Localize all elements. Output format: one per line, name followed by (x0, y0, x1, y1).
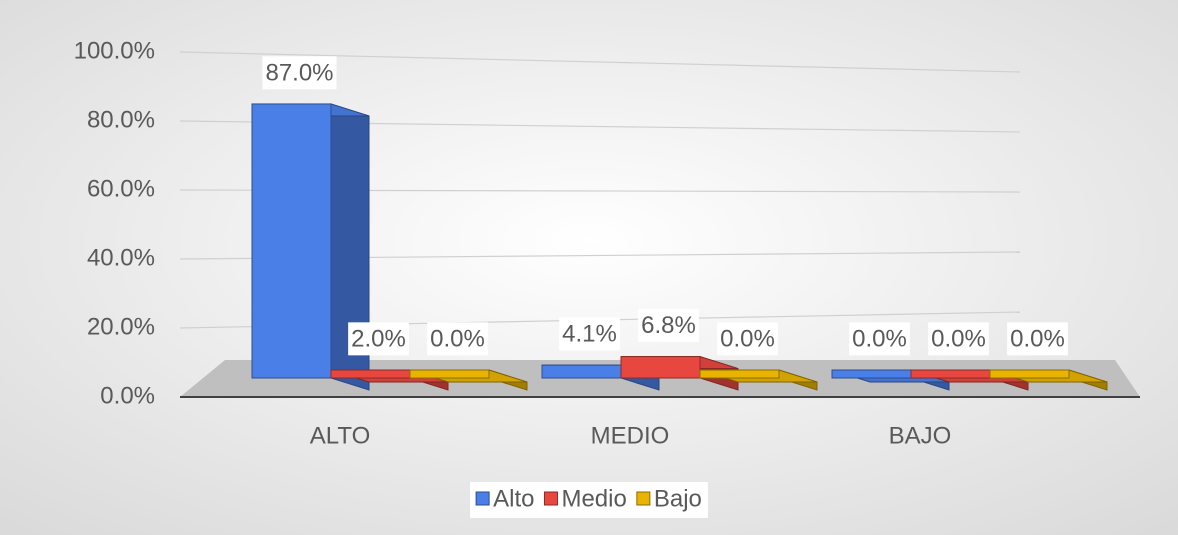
data-label-group: 0.0% (1007, 322, 1068, 356)
data-label-box (928, 322, 989, 356)
legend-swatch (475, 491, 490, 506)
data-label-group: 0.0% (427, 322, 488, 356)
data-label-group: 4.1% (559, 317, 620, 351)
x-tick-label: MEDIO (591, 422, 670, 449)
y-tick-label: 0.0% (100, 382, 155, 409)
data-label-box (1007, 322, 1068, 356)
data-label: 2.0% (351, 325, 406, 352)
bar (831, 369, 912, 379)
data-label: 4.1% (562, 320, 617, 347)
data-label-box (638, 308, 699, 342)
legend-label: Bajo (654, 485, 702, 512)
bar (330, 369, 411, 379)
bar (251, 103, 332, 379)
legend: Alto Medio Bajo (470, 482, 708, 518)
data-label: 0.0% (720, 325, 775, 352)
data-label-box (559, 317, 620, 351)
data-label: 87.0% (265, 59, 333, 86)
y-tick-label: 20.0% (87, 313, 155, 340)
legend-label: Alto (493, 485, 534, 512)
grid-line (179, 51, 1021, 73)
y-tick-label: 60.0% (87, 175, 155, 202)
y-tick-label: 80.0% (87, 106, 155, 133)
data-label-box (717, 322, 778, 356)
data-label: 0.0% (1010, 325, 1065, 352)
data-label: 0.0% (430, 325, 485, 352)
data-label-box (262, 56, 337, 90)
data-label-group: 0.0% (928, 322, 989, 356)
bar (910, 369, 991, 379)
legend-label: Medio (561, 485, 626, 512)
legend-swatch (636, 491, 651, 506)
data-label-group: 0.0% (717, 322, 778, 356)
data-label-group: 2.0% (348, 322, 409, 356)
bar (620, 356, 701, 379)
legend-box (470, 482, 708, 518)
data-label: 0.0% (852, 325, 907, 352)
data-label: 0.0% (931, 325, 986, 352)
data-label-group: 6.8% (638, 308, 699, 342)
x-tick-label: ALTO (310, 422, 370, 449)
data-label-box (427, 322, 488, 356)
floor (180, 360, 1140, 397)
data-label-group: 0.0% (849, 322, 910, 356)
x-tick-label: BAJO (889, 422, 952, 449)
data-label: 6.8% (641, 312, 696, 339)
legend-swatch (543, 491, 558, 506)
data-label-group: 87.0% (262, 56, 337, 90)
y-tick-label: 100.0% (74, 37, 155, 64)
bar (989, 369, 1070, 379)
bar (699, 369, 780, 379)
bar (541, 364, 622, 379)
y-tick-label: 40.0% (87, 244, 155, 271)
bar (409, 369, 490, 379)
data-label-box (348, 322, 409, 356)
data-label-box (849, 322, 910, 356)
